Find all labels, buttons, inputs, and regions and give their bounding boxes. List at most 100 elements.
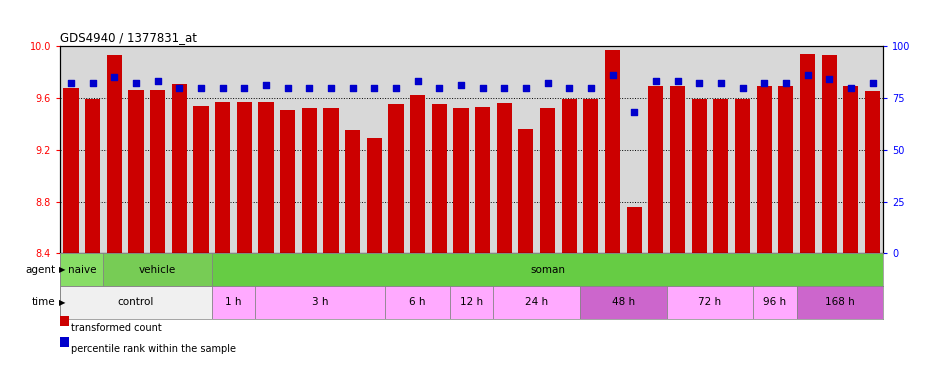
- Bar: [366, 138, 382, 253]
- Bar: [580, 286, 667, 319]
- Point: [735, 84, 750, 91]
- Bar: [129, 90, 143, 253]
- Bar: [670, 86, 685, 253]
- Text: 12 h: 12 h: [460, 297, 483, 308]
- Bar: [255, 286, 385, 319]
- Bar: [410, 95, 426, 253]
- Point: [844, 84, 858, 91]
- Text: ▶: ▶: [59, 265, 66, 274]
- Bar: [844, 86, 858, 253]
- Bar: [865, 91, 880, 253]
- Bar: [106, 55, 122, 253]
- Bar: [104, 253, 212, 286]
- Bar: [518, 129, 534, 253]
- Bar: [561, 99, 577, 253]
- Point: [237, 84, 252, 91]
- Text: 48 h: 48 h: [611, 297, 635, 308]
- Point: [107, 74, 122, 80]
- Bar: [388, 104, 403, 253]
- Bar: [493, 286, 580, 319]
- Bar: [258, 102, 274, 253]
- Text: control: control: [117, 297, 154, 308]
- Point: [821, 76, 836, 82]
- Text: time: time: [31, 297, 56, 308]
- Text: 168 h: 168 h: [825, 297, 855, 308]
- Bar: [212, 286, 255, 319]
- Bar: [497, 103, 512, 253]
- Bar: [85, 99, 100, 253]
- Bar: [475, 107, 490, 253]
- Text: vehicle: vehicle: [139, 265, 177, 275]
- Bar: [237, 102, 252, 253]
- Bar: [324, 108, 339, 253]
- Bar: [385, 286, 450, 319]
- Text: agent: agent: [25, 265, 56, 275]
- Point: [519, 84, 534, 91]
- Point: [367, 84, 382, 91]
- Text: 6 h: 6 h: [410, 297, 426, 308]
- Point: [453, 83, 468, 89]
- Point: [302, 84, 316, 91]
- Bar: [667, 286, 753, 319]
- Text: naive: naive: [68, 265, 96, 275]
- Bar: [193, 106, 208, 253]
- Point: [432, 84, 447, 91]
- Point: [345, 84, 360, 91]
- Bar: [584, 99, 598, 253]
- Text: transformed count: transformed count: [71, 323, 162, 333]
- Text: GDS4940 / 1377831_at: GDS4940 / 1377831_at: [60, 31, 197, 44]
- Bar: [796, 286, 883, 319]
- Point: [497, 84, 512, 91]
- Text: 1 h: 1 h: [225, 297, 241, 308]
- Point: [258, 83, 274, 89]
- Point: [605, 72, 620, 78]
- Bar: [540, 108, 555, 253]
- Point: [648, 78, 663, 84]
- Point: [540, 80, 555, 86]
- Point: [85, 80, 100, 86]
- Bar: [60, 286, 212, 319]
- Bar: [713, 99, 729, 253]
- Bar: [753, 286, 796, 319]
- Point: [280, 84, 295, 91]
- Text: percentile rank within the sample: percentile rank within the sample: [71, 344, 236, 354]
- Point: [561, 84, 576, 91]
- Bar: [821, 55, 837, 253]
- Point: [670, 78, 684, 84]
- Point: [627, 109, 642, 116]
- Text: 96 h: 96 h: [763, 297, 786, 308]
- Bar: [450, 286, 493, 319]
- Bar: [345, 130, 360, 253]
- Bar: [212, 253, 883, 286]
- Point: [865, 80, 880, 86]
- Text: 72 h: 72 h: [698, 297, 722, 308]
- Bar: [800, 54, 815, 253]
- Point: [150, 78, 165, 84]
- Point: [64, 80, 79, 86]
- Point: [410, 78, 425, 84]
- Bar: [302, 108, 317, 253]
- Point: [129, 80, 143, 86]
- Bar: [64, 88, 79, 253]
- Point: [172, 84, 187, 91]
- Bar: [692, 99, 707, 253]
- Text: 24 h: 24 h: [525, 297, 549, 308]
- Point: [584, 84, 598, 91]
- Bar: [605, 50, 620, 253]
- Point: [757, 80, 771, 86]
- Point: [713, 80, 728, 86]
- Bar: [648, 86, 663, 253]
- Bar: [150, 90, 166, 253]
- Bar: [172, 84, 187, 253]
- Bar: [280, 109, 295, 253]
- Bar: [432, 104, 447, 253]
- Point: [800, 72, 815, 78]
- Point: [475, 84, 490, 91]
- Text: soman: soman: [530, 265, 565, 275]
- Bar: [453, 108, 468, 253]
- Point: [324, 84, 339, 91]
- Bar: [60, 253, 104, 286]
- Text: ▶: ▶: [59, 298, 66, 307]
- Point: [193, 84, 208, 91]
- Text: 3 h: 3 h: [312, 297, 328, 308]
